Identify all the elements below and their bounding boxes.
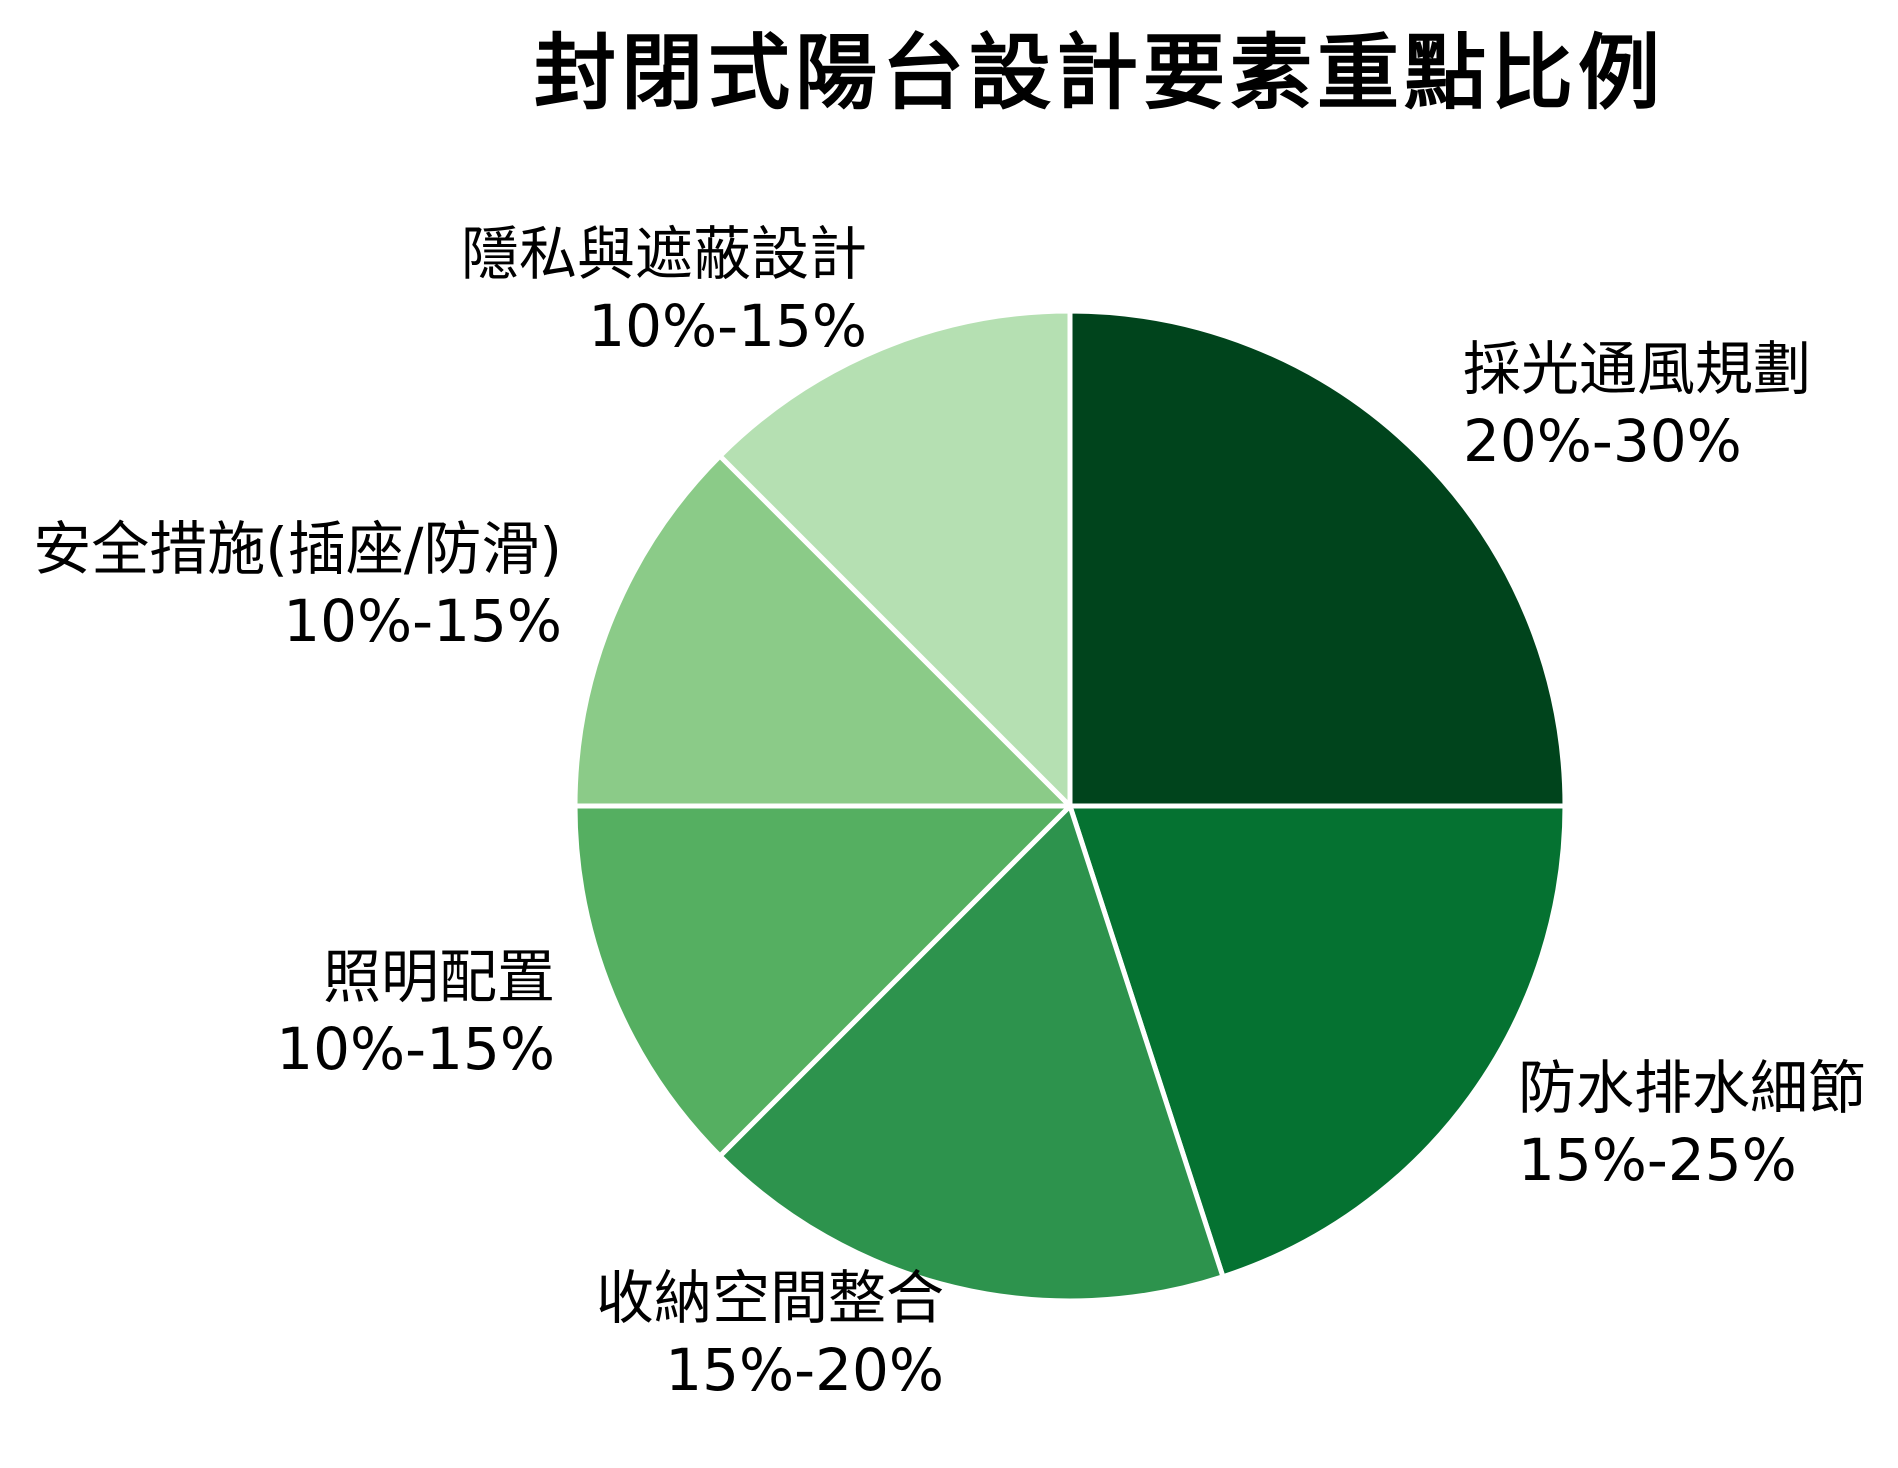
slice-label-waterproof-drainage-details: 防水排水細節 15%-25% [1518,1052,1866,1196]
pie-slice-lighting-configuration [572,803,1073,1159]
slice-label-lighting-configuration: 照明配置 10%-15% [276,941,555,1085]
slice-label-range: 10%-15% [588,292,867,360]
slice-label-text: 照明配置 [322,943,555,1011]
pie-slice-lighting-ventilation-planning [1067,308,1568,809]
slice-label-range: 10%-15% [276,1015,555,1083]
pie-slice-safety-measures-outlet-antislip [572,453,1073,809]
slice-label-range: 10%-15% [283,587,562,655]
slice-label-range: 20%-30% [1463,407,1742,475]
slice-label-safety-measures-outlet-antislip: 安全措施(插座/防滑) 10%-15% [33,513,562,657]
slice-label-text: 採光通風規劃 [1463,335,1812,403]
slice-label-lighting-ventilation-planning: 採光通風規劃 20%-30% [1463,333,1811,477]
slice-label-text: 收納空間整合 [595,1264,944,1332]
slice-label-storage-space-integration: 收納空間整合 15%-20% [596,1262,944,1406]
pie-slice-privacy-screening-design [717,308,1073,809]
pie-slice-storage-space-integration [717,803,1226,1304]
pie-slice-waterproof-drainage-details [1067,803,1568,1280]
slice-label-text: 防水排水細節 [1518,1054,1867,1122]
slice-label-text: 安全措施(插座/防滑) [33,515,562,583]
slice-label-text: 隱私與遮蔽設計 [460,220,867,288]
slice-label-privacy-screening-design: 隱私與遮蔽設計 10%-15% [461,218,867,362]
chart-title: 封閉式陽台設計要素重點比例 [534,26,1666,121]
slice-label-range: 15%-20% [665,1336,944,1404]
slice-label-range: 15%-25% [1518,1126,1797,1194]
